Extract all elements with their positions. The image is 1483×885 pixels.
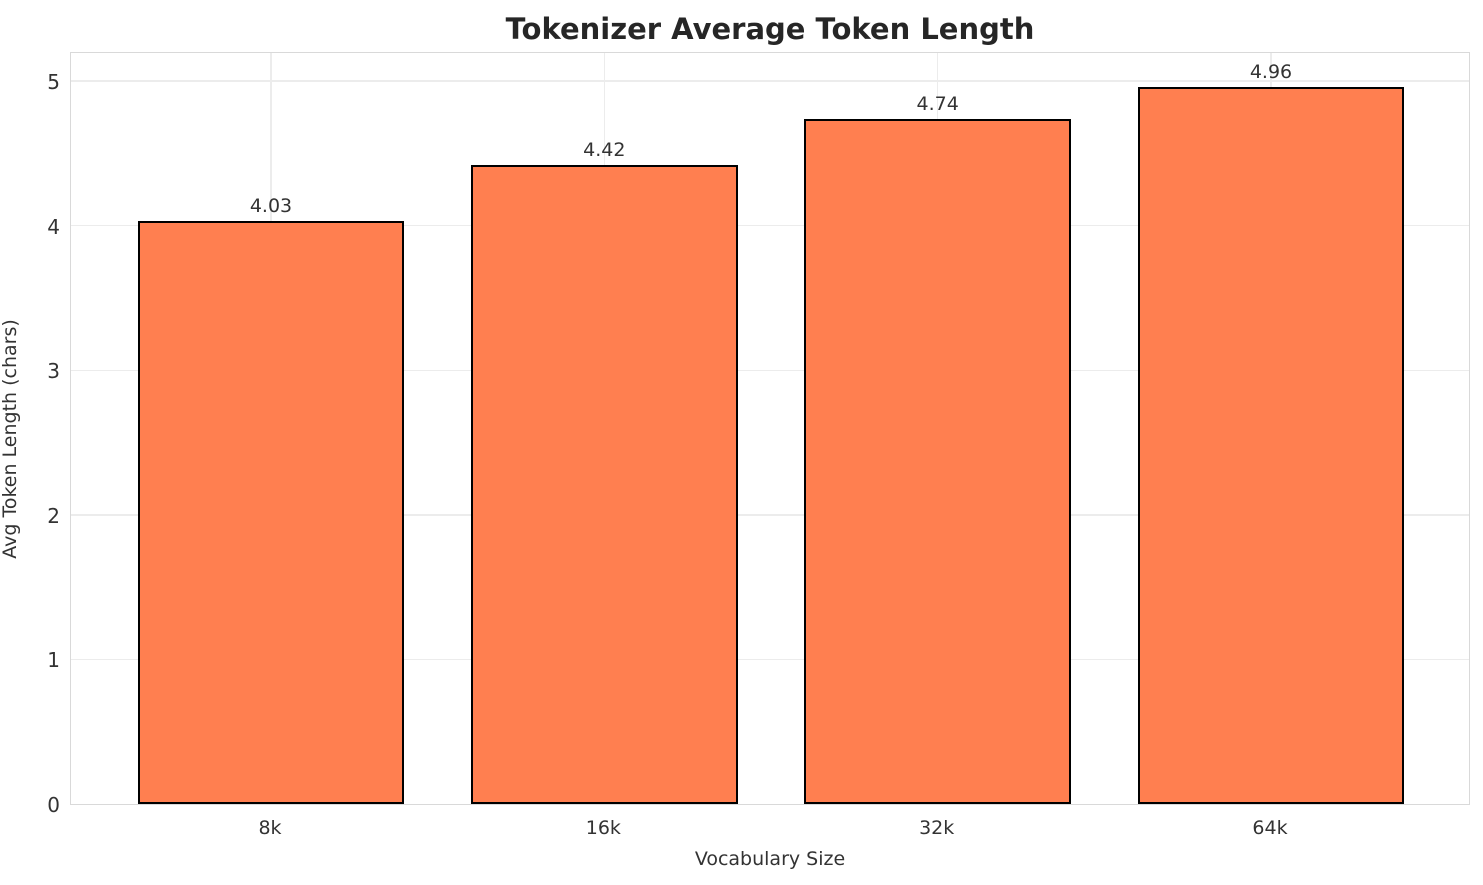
y-gridline: [71, 369, 1469, 371]
x-tick-label: 8k: [258, 817, 282, 839]
y-tick-label: 4: [47, 214, 60, 239]
x-axis-label: Vocabulary Size: [694, 848, 846, 870]
chart-title: Tokenizer Average Token Length: [505, 12, 1035, 46]
bar-value-label: 4.03: [249, 195, 293, 218]
bar-32k: [804, 118, 1071, 804]
x-tick-label: 64k: [1252, 817, 1288, 839]
bar-value-label: 4.42: [583, 138, 626, 161]
y-axis-label-text: Avg Token Length (chars): [0, 319, 21, 559]
y-gridline: [71, 80, 1469, 82]
x-tick-label: 16k: [585, 817, 621, 839]
x-tick-label: 32k: [919, 817, 955, 839]
bar-8k: [137, 221, 405, 804]
y-gridline: [71, 658, 1469, 661]
y-gridline: [71, 514, 1469, 516]
y-tick-label: 3: [47, 359, 60, 384]
bar-value-label: 4.74: [916, 92, 959, 115]
y-tick-label: 1: [47, 648, 60, 673]
y-tick-label: 2: [47, 503, 60, 528]
bar-64k: [1137, 86, 1405, 804]
y-tick-label: 0: [47, 793, 60, 817]
plot-area: 4.03 4.42 4.74 4.96: [70, 52, 1470, 805]
y-axis-label: Avg Token Length (chars): [0, 199, 21, 559]
y-gridline: [71, 224, 1469, 227]
bar-value-label: 4.96: [1249, 60, 1293, 83]
y-tick-label: 5: [47, 70, 60, 95]
bar-16k: [471, 164, 738, 804]
